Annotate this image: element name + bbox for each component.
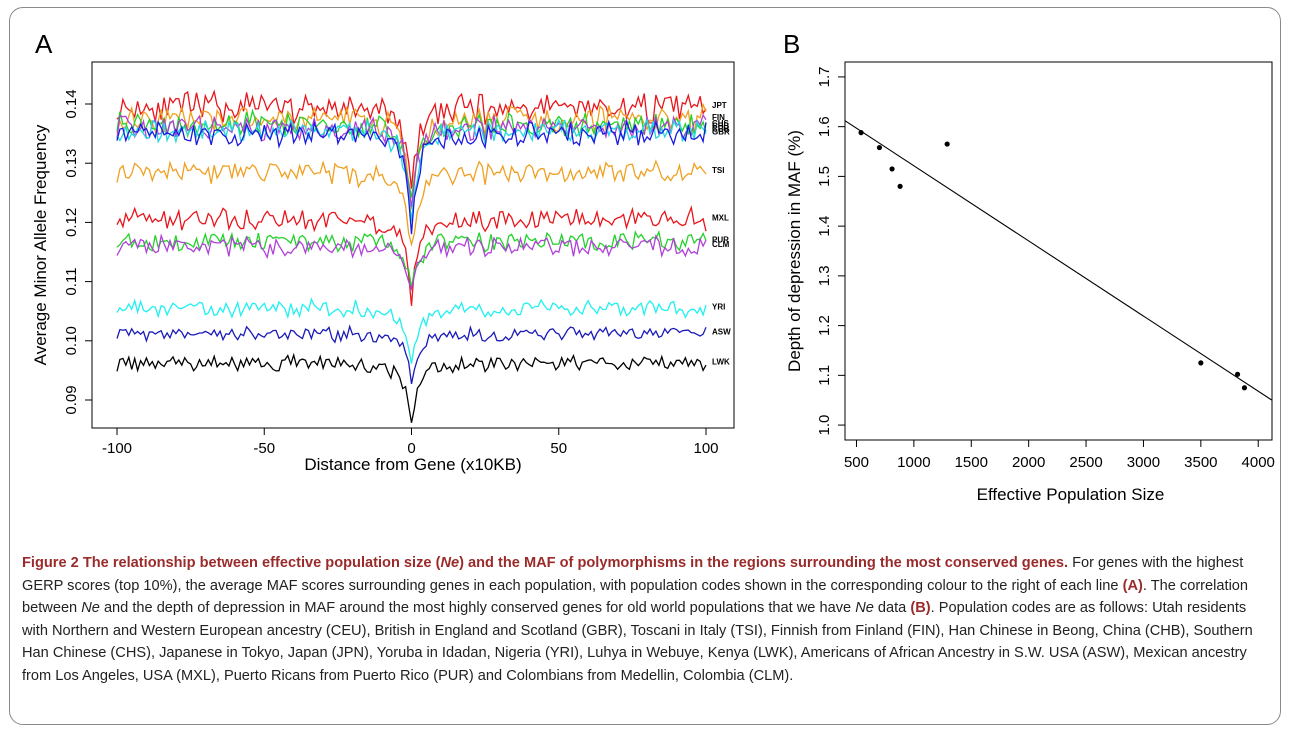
series-label-asw: ASW xyxy=(712,328,731,337)
y-tick-label: 1.7 xyxy=(816,66,833,87)
series-label-mxl: MXL xyxy=(712,213,729,222)
series-line-clm xyxy=(116,233,707,292)
y-tick-label: 1.4 xyxy=(816,216,833,237)
series-line-lwk xyxy=(116,352,707,423)
x-tick-label: 500 xyxy=(844,454,869,471)
caption-body: For genes with the highest GERP scores (… xyxy=(22,555,1253,684)
y-tick-label: 0.10 xyxy=(63,326,80,355)
y-tick-label: 1.6 xyxy=(816,116,833,137)
data-point xyxy=(858,130,864,136)
series-line-chb xyxy=(116,113,707,208)
series-label-tsi: TSI xyxy=(712,166,724,175)
panel-label-b: B xyxy=(783,29,800,59)
series-label-chs: CHS xyxy=(712,119,730,128)
y-tick-label: 1.3 xyxy=(816,265,833,286)
y-tick-label: 0.14 xyxy=(63,89,80,118)
y-tick-label: 1.1 xyxy=(816,365,833,386)
series-line-ceu xyxy=(116,118,707,222)
panel-label-a: A xyxy=(35,29,53,59)
y-tick-label: 0.11 xyxy=(63,268,80,296)
x-tick-label: 2000 xyxy=(1012,454,1045,471)
y-axis-label: Average Minor Allele Frequency xyxy=(31,124,50,365)
series-label-jpt: JPT xyxy=(712,101,727,110)
series-label-gbr: GBR xyxy=(712,128,730,137)
y-tick-label: 0.13 xyxy=(63,149,80,178)
y-axis-label: Depth of depression in MAF (%) xyxy=(785,130,804,372)
x-tick-label: -100 xyxy=(102,440,132,457)
x-axis-label: Effective Population Size xyxy=(977,485,1165,504)
y-tick-label: 0.12 xyxy=(63,208,80,237)
panel-a-line-chart: -100 -50 0 50 100 0.09 0.10 0.11 0.12 0.13 0.14 Dis… xyxy=(31,61,735,474)
panel-a-plot-frame xyxy=(91,61,735,429)
data-point xyxy=(897,183,903,189)
series-label-chb: CHB xyxy=(712,122,730,131)
y-tick-label: 1.2 xyxy=(816,315,833,336)
caption-title: Figure 2 The relationship between effect… xyxy=(22,555,1069,571)
series-line-asw xyxy=(116,324,707,385)
x-tick-label: 100 xyxy=(693,440,718,457)
data-point xyxy=(889,166,895,172)
x-tick-label: 0 xyxy=(407,440,415,457)
series-label-pur: PUR xyxy=(712,235,729,244)
x-tick-label: 4000 xyxy=(1242,454,1275,471)
series-label-fin: FIN xyxy=(712,113,725,122)
series-line-yri xyxy=(116,297,707,364)
series-line-pur xyxy=(116,229,707,289)
series-line-mxl xyxy=(116,205,707,306)
x-tick-label: 1000 xyxy=(897,454,930,471)
figure-caption: Figure 2 The relationship between effect… xyxy=(22,552,1272,688)
x-tick-label: 3500 xyxy=(1184,454,1217,471)
panel-b-scatter-chart: 500 1000 1500 2000 2500 3000 3500 4000 1.0 1.1 1.2… xyxy=(785,61,1275,504)
y-tick-label: 1.5 xyxy=(816,166,833,187)
series-line-tsi xyxy=(116,159,707,247)
x-tick-label: -50 xyxy=(253,440,275,457)
regression-line xyxy=(844,120,1273,401)
data-point xyxy=(876,144,883,151)
x-tick-label: 1500 xyxy=(955,454,988,471)
series-label-ceu: CEU xyxy=(712,125,729,134)
series-label-clm: CLM xyxy=(712,240,730,249)
data-point xyxy=(1241,385,1248,391)
y-tick-label: 1.0 xyxy=(816,415,833,436)
series-label-yri: YRI xyxy=(712,302,725,311)
data-point xyxy=(944,141,950,147)
series-label-lwk: LWK xyxy=(712,357,730,366)
x-tick-label: 2500 xyxy=(1069,454,1102,471)
x-axis-label: Distance from Gene (x10KB) xyxy=(304,455,521,474)
y-tick-label: 0.09 xyxy=(63,385,80,414)
x-tick-label: 50 xyxy=(550,440,567,457)
x-tick-label: 3000 xyxy=(1127,454,1160,471)
data-point xyxy=(1234,371,1241,377)
panel-b-plot-frame xyxy=(844,61,1273,441)
data-point xyxy=(1198,360,1204,366)
series-line-gbr xyxy=(116,119,707,235)
